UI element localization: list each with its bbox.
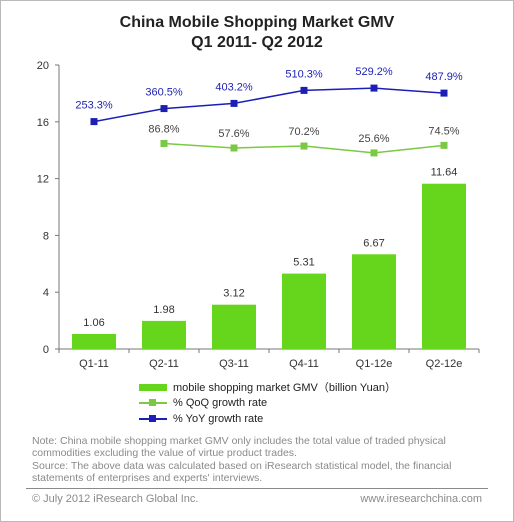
x-tick-label: Q3-11 [219, 358, 249, 370]
bar-data-label: 3.12 [223, 288, 244, 300]
footer-copyright: © July 2012 iResearch Global Inc. [32, 493, 199, 505]
yoy-point [160, 105, 168, 113]
qoq-data-label: 25.6% [358, 133, 389, 145]
legend-item-qoq: % QoQ growth rate [139, 396, 267, 410]
qoq-point [230, 144, 238, 152]
qoq-point [300, 142, 308, 150]
qoq-point [370, 149, 378, 157]
legend-item-yoy: % YoY growth rate [139, 412, 263, 426]
x-tick-label: Q2-12e [426, 358, 463, 370]
yoy-data-label: 360.5% [145, 87, 183, 99]
yoy-point [440, 89, 448, 97]
chart-plot: 0 4 8 12 16 20 Q1-11 Q2-11 Q3-11 Q4-11 Q1-12e Q2-12… [37, 60, 480, 370]
legend-swatch-yoy [139, 414, 167, 424]
yoy-data-label: 253.3% [75, 100, 113, 112]
footer-divider [26, 488, 488, 489]
bar-data-label: 1.06 [83, 317, 104, 329]
legend-label-qoq: % QoQ growth rate [173, 397, 268, 409]
qoq-data-label: 57.6% [218, 128, 249, 140]
footnote-note: Note: China mobile shopping market GMV o… [32, 435, 446, 459]
legend-label-gmv: mobile shopping market GMV（billion Yuan） [173, 382, 396, 394]
bar [72, 333, 116, 349]
qoq-point [160, 139, 168, 147]
qoq-point [440, 141, 448, 149]
yoy-point [300, 86, 308, 94]
chart-subtitle: Q1 2011- Q2 2012 [191, 34, 323, 51]
qoq-data-label: 70.2% [288, 126, 319, 138]
qoq-data-label: 86.8% [148, 123, 179, 135]
bar-data-label: 1.98 [153, 304, 174, 316]
legend-swatch-qoq [139, 398, 167, 408]
qoq-data-label: 74.5% [428, 125, 459, 137]
yoy-data-label: 487.9% [425, 71, 463, 83]
yoy-point [230, 99, 238, 107]
x-tick-label: Q4-11 [289, 358, 319, 370]
yoy-data-label: 529.2% [355, 66, 393, 78]
yoy-data-label: 510.3% [285, 68, 323, 80]
yoy-data-label: 403.2% [215, 81, 253, 93]
bar [282, 273, 326, 349]
footnote-source: Source: The above data was calculated ba… [32, 460, 452, 484]
yoy-line [93, 87, 445, 123]
y-tick-label: 0 [43, 344, 49, 356]
bar [212, 304, 256, 349]
bar-data-label: 11.64 [431, 167, 458, 179]
legend-swatch-bar [139, 383, 167, 391]
bar-data-label: 6.67 [363, 237, 384, 249]
y-tick-label: 4 [43, 287, 49, 299]
x-tick-label: Q1-12e [356, 358, 393, 370]
x-tick-label: Q1-11 [79, 358, 109, 370]
y-tick-label: 12 [37, 174, 49, 186]
x-tick-label: Q2-11 [149, 358, 179, 370]
bar [142, 320, 186, 349]
y-tick-label: 16 [37, 117, 49, 129]
footer-website: www.iresearchchina.com [360, 493, 482, 505]
legend-item-gmv: mobile shopping market GMV（billion Yuan） [139, 380, 396, 394]
bar [352, 254, 396, 349]
bar-data-label: 5.31 [293, 257, 314, 269]
chart-title: China Mobile Shopping Market GMV [119, 14, 395, 31]
y-tick-label: 20 [37, 60, 49, 72]
y-tick-label: 8 [43, 230, 49, 242]
legend-label-yoy: % YoY growth rate [173, 413, 264, 425]
yoy-point [90, 118, 98, 126]
yoy-point [370, 84, 378, 92]
bar [422, 183, 466, 349]
